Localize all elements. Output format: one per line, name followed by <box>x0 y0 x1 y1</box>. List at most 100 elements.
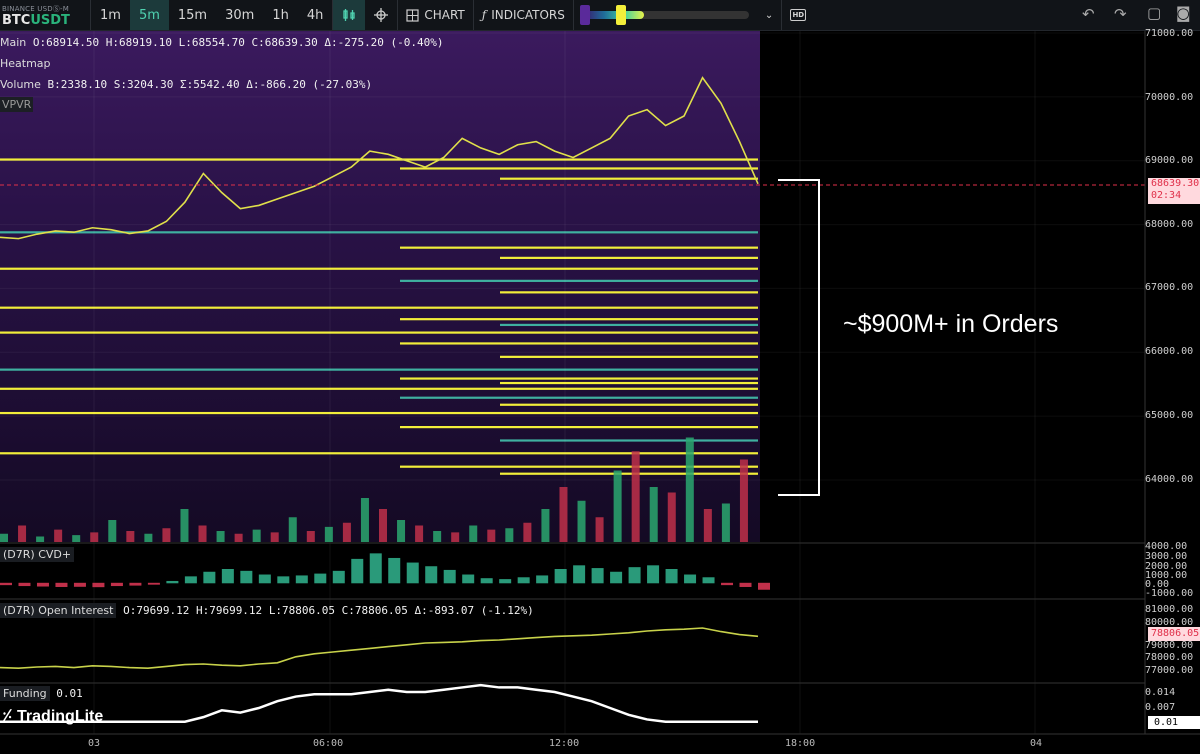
cvd-bar <box>110 582 123 587</box>
volume-bar <box>90 532 99 542</box>
cvd-bar <box>462 574 475 584</box>
cvd-tick: 1000.00 <box>1145 570 1188 581</box>
candle-type-button[interactable] <box>333 0 366 30</box>
cvd-bar <box>184 576 197 584</box>
timeframe-5m[interactable]: 5m <box>129 0 169 30</box>
grid-lines <box>0 31 1145 734</box>
timeframe-4h[interactable]: 4h <box>306 7 324 23</box>
cvd-bar <box>129 582 142 586</box>
divider <box>781 0 783 30</box>
hd-icon: HD <box>790 9 807 21</box>
drawing-tools-button[interactable] <box>365 0 397 30</box>
cvd-bar <box>480 578 493 584</box>
function-icon: ƒ <box>481 8 487 22</box>
volume-bar <box>649 487 658 542</box>
timeframe-15m[interactable]: 15m <box>177 7 208 23</box>
slider-dropdown-button[interactable]: ⌄ <box>757 0 781 30</box>
timeframe-1h[interactable]: 1h <box>272 7 289 23</box>
volume-bar <box>667 492 676 542</box>
price-line <box>0 76 759 240</box>
order-wall <box>500 177 758 180</box>
volume-bar <box>234 533 243 542</box>
cvd-bar <box>147 582 160 585</box>
vpvr-label[interactable]: VPVR <box>0 97 34 112</box>
timeframe-30m[interactable]: 30m <box>225 7 255 23</box>
cvd-bars <box>0 553 770 590</box>
volume-bar <box>703 509 712 542</box>
time-tick: 06:00 <box>313 738 344 749</box>
cvd-bar <box>388 557 401 584</box>
oi-tick: 80000.00 <box>1145 617 1194 628</box>
volume-bar <box>18 525 27 542</box>
chevron-down-icon: ⌄ <box>764 9 774 21</box>
cvd-bar <box>591 568 604 584</box>
main-legend: Main O:68914.50 H:68919.10 L:68554.70 C:… <box>0 36 444 49</box>
toolbar: BINANCE USDⓈ-M BTCUSDT 1m 5m 15m 30m 1h … <box>0 0 1200 31</box>
slider-high-handle[interactable] <box>615 5 626 25</box>
time-tick: 04 <box>1030 738 1043 749</box>
volume-bar <box>739 459 748 542</box>
volume-bar <box>505 528 514 542</box>
chart-button[interactable]: CHART <box>398 0 472 30</box>
time-tick: 03 <box>88 738 101 749</box>
order-wall <box>0 231 758 234</box>
volume-bar <box>180 509 189 542</box>
volume-bar <box>541 509 550 542</box>
volume-bar <box>324 526 333 542</box>
hd-toggle[interactable]: HD <box>782 0 814 30</box>
cvd-bar <box>610 571 623 584</box>
cvd-bar <box>573 565 586 584</box>
volume-bar <box>36 536 45 542</box>
indicators-button[interactable]: ƒ INDICATORS <box>474 0 573 30</box>
cvd-bar <box>332 570 345 584</box>
timeframe-1m[interactable]: 1m <box>100 7 121 23</box>
volume-bar <box>360 498 369 542</box>
heatmap-background <box>0 31 760 542</box>
order-wall <box>400 465 758 468</box>
cvd-bar <box>258 574 271 584</box>
order-wall <box>500 403 758 406</box>
heatmap-range-slider[interactable] <box>579 5 749 25</box>
cvd-bar <box>425 566 438 584</box>
undo-icon[interactable]: ↶ <box>1082 5 1095 23</box>
open-interest-legend: (D7R) Open Interest O:79699.12 H:79699.1… <box>0 603 534 618</box>
order-wall <box>500 291 758 294</box>
volume-bar <box>198 525 207 542</box>
volume-bar <box>433 531 442 542</box>
fullscreen-icon[interactable]: ▢ <box>1147 4 1162 22</box>
time-tick: 12:00 <box>549 738 580 749</box>
volume-bar <box>469 525 478 542</box>
redo-icon[interactable]: ↷ <box>1114 5 1127 23</box>
order-wall <box>500 323 758 327</box>
funding-tick: 0.014 <box>1145 687 1176 698</box>
funding-legend: Funding 0.01 <box>0 686 83 701</box>
volume-bar <box>252 529 261 542</box>
cvd-bar <box>277 576 290 584</box>
order-wall <box>500 256 758 259</box>
order-wall <box>0 306 758 309</box>
cvd-bar <box>517 577 530 584</box>
cvd-bar <box>499 579 512 584</box>
slider-low-handle[interactable] <box>579 5 590 25</box>
volume-bar <box>595 517 604 542</box>
order-walls <box>0 158 758 475</box>
cvd-bar <box>18 582 31 587</box>
order-wall <box>0 368 758 371</box>
volume-bar <box>379 509 387 542</box>
order-wall <box>0 267 758 270</box>
order-wall <box>500 439 758 442</box>
volume-bar <box>306 531 315 542</box>
open-interest-line <box>0 627 759 670</box>
indicators-button-label: INDICATORS <box>491 8 565 22</box>
cvd-bar <box>406 562 419 584</box>
camera-icon[interactable]: ◙ <box>1176 4 1191 22</box>
chart-canvas[interactable] <box>0 31 1200 754</box>
volume-bar <box>108 520 117 542</box>
symbol-selector[interactable]: BINANCE USDⓈ-M BTCUSDT <box>0 0 90 30</box>
oi-tick: 81000.00 <box>1145 604 1194 615</box>
order-wall <box>400 342 758 345</box>
cvd-bar <box>665 569 678 584</box>
cvd-bar <box>628 567 641 584</box>
order-wall <box>400 279 758 282</box>
divider <box>472 0 474 30</box>
